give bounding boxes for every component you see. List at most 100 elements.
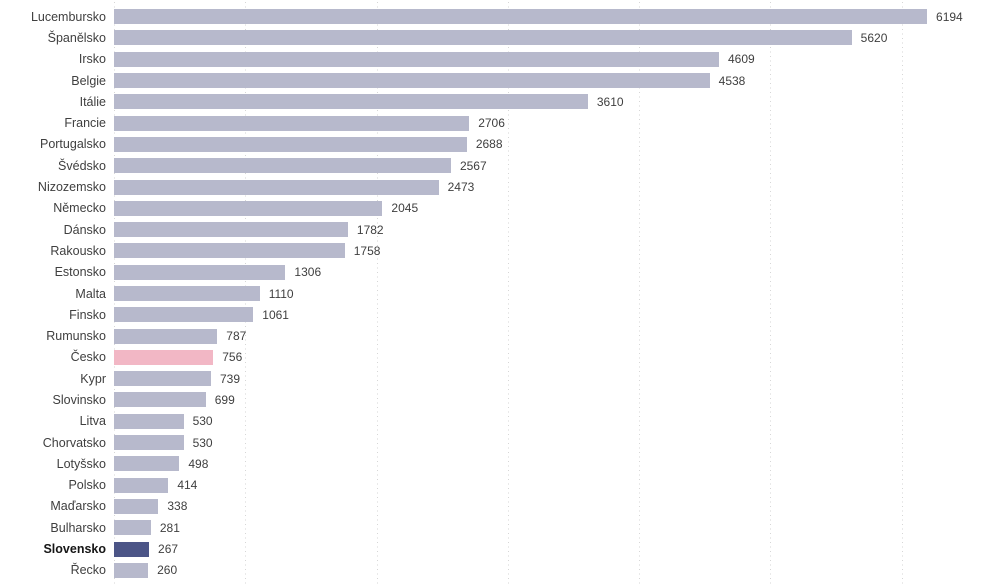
value-label: 4609 <box>727 52 755 67</box>
bar <box>114 9 928 25</box>
bar <box>114 477 169 493</box>
bar <box>114 115 470 131</box>
bar-row: Estonsko 1306 <box>0 262 1000 283</box>
bar-track: 1061 <box>114 304 1000 325</box>
bar-row: Lotyšsko 498 <box>0 453 1000 474</box>
value-label: 2706 <box>478 116 505 131</box>
category-label: Finsko <box>69 307 106 322</box>
category-label: Řecko <box>70 563 106 578</box>
bar <box>114 349 214 365</box>
value-label: 281 <box>159 520 180 535</box>
category-label: Irsko <box>78 52 106 67</box>
bar-row: Litva 530 <box>0 411 1000 432</box>
bar <box>114 498 159 514</box>
value-label: 267 <box>158 542 179 557</box>
bar-row: Irsko 4609 <box>0 49 1000 70</box>
gridline <box>639 2 641 584</box>
category-label: Německo <box>53 201 106 216</box>
bar-row: Itálie 3610 <box>0 91 1000 112</box>
bar <box>114 51 719 67</box>
bar-track: 1306 <box>114 262 1000 283</box>
bar-track: 1758 <box>114 240 1000 261</box>
category-label: Polsko <box>68 478 106 493</box>
bar-track: 338 <box>114 496 1000 517</box>
bar <box>114 158 451 174</box>
value-label: 1110 <box>268 286 294 301</box>
category-label: Česko <box>70 350 106 365</box>
category-label: Kypr <box>80 371 106 386</box>
value-label: 6194 <box>936 9 963 24</box>
bar-row: Kypr 739 <box>0 368 1000 389</box>
gridline <box>770 2 772 584</box>
bar-row: Dánsko 1782 <box>0 219 1000 240</box>
value-label: 1758 <box>353 243 381 258</box>
category-label: Bulharsko <box>50 520 106 535</box>
bar <box>114 222 348 238</box>
gridline <box>507 2 509 584</box>
bar-track: 1782 <box>114 219 1000 240</box>
value-label: 787 <box>226 329 247 344</box>
bar <box>114 371 211 387</box>
bar <box>114 136 467 152</box>
category-label: Lotyšsko <box>56 456 106 471</box>
category-label: Slovensko <box>43 542 106 557</box>
value-label: 498 <box>188 456 209 471</box>
value-label: 739 <box>220 371 241 386</box>
category-label: Švédsko <box>58 158 106 173</box>
category-label: Chorvatsko <box>42 435 106 450</box>
bar-track: 2706 <box>114 112 1000 133</box>
value-label: 530 <box>192 435 213 450</box>
category-label: Portugalsko <box>39 137 106 152</box>
bar <box>114 562 149 578</box>
bar <box>114 392 206 408</box>
category-label: Francie <box>64 116 106 131</box>
category-label: Rumunsko <box>46 329 106 344</box>
bar-track: 787 <box>114 325 1000 346</box>
bar-row: Polsko 414 <box>0 475 1000 496</box>
chart-rows: Lucembursko 6194 Španělsko 5620 Irsko 4609 Bel… <box>0 6 1000 581</box>
bar-track: 3610 <box>114 91 1000 112</box>
bar <box>114 30 852 46</box>
bar-track: 498 <box>114 453 1000 474</box>
value-label: 3610 <box>596 94 624 109</box>
value-label: 5620 <box>860 30 888 45</box>
value-label: 1061 <box>262 307 289 322</box>
bar-track: 4609 <box>114 49 1000 70</box>
category-label: Slovinsko <box>52 392 107 407</box>
bar <box>114 413 184 429</box>
bar-track: 1110 <box>114 283 1000 304</box>
bar <box>114 243 345 259</box>
value-label: 4538 <box>718 73 746 88</box>
bar-track: 699 <box>114 389 1000 410</box>
value-label: 260 <box>157 563 178 578</box>
value-label: 756 <box>222 350 243 365</box>
bar-row: Španělsko 5620 <box>0 27 1000 48</box>
category-label: Španělsko <box>47 30 106 45</box>
bar-track: 2688 <box>114 134 1000 155</box>
bar-row: Rumunsko 787 <box>0 325 1000 346</box>
value-label: 1782 <box>356 222 384 237</box>
category-label: Nizozemsko <box>37 180 106 195</box>
bar-row: Rakousko 1758 <box>0 240 1000 261</box>
bar-track: 2473 <box>114 176 1000 197</box>
bar-track: 739 <box>114 368 1000 389</box>
value-label: 338 <box>167 499 188 514</box>
bar-row: Bulharsko 281 <box>0 517 1000 538</box>
bar-row: Nizozemsko 2473 <box>0 176 1000 197</box>
value-label: 2567 <box>459 158 487 173</box>
category-label: Litva <box>79 414 106 429</box>
bar-row: Slovensko 267 <box>0 538 1000 559</box>
bar-track: 530 <box>114 411 1000 432</box>
bar-track: 4538 <box>114 70 1000 91</box>
bar-row: Francie 2706 <box>0 112 1000 133</box>
bar-track: 2567 <box>114 155 1000 176</box>
bar-row: Česko 756 <box>0 347 1000 368</box>
category-label: Belgie <box>71 73 106 88</box>
bar <box>114 286 260 301</box>
bar-track: 2045 <box>114 198 1000 219</box>
category-label: Dánsko <box>63 222 106 237</box>
bar-track: 756 <box>114 347 1000 368</box>
bar-track: 530 <box>114 432 1000 453</box>
value-label: 699 <box>214 392 235 407</box>
